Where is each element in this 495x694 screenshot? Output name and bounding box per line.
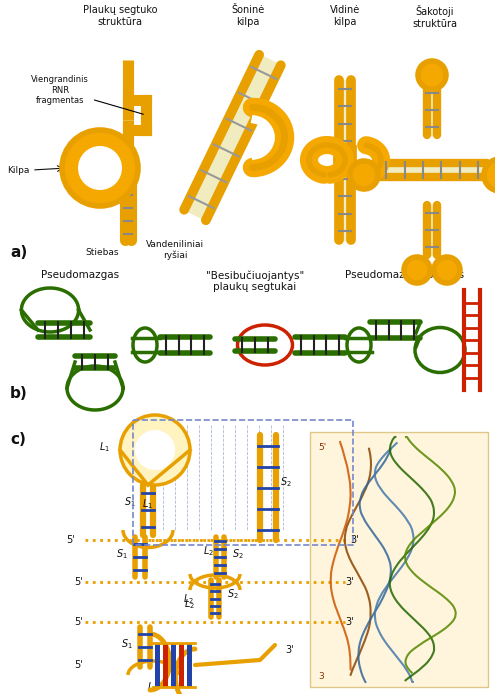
- Circle shape: [418, 61, 446, 89]
- Polygon shape: [377, 163, 432, 176]
- Bar: [171, 643, 176, 687]
- Text: 3': 3': [285, 645, 294, 655]
- Circle shape: [135, 430, 175, 470]
- Text: Vandeniliniai
ryšiai: Vandeniliniai ryšiai: [146, 240, 204, 260]
- Text: $L_2$: $L_2$: [184, 597, 195, 611]
- Polygon shape: [184, 55, 281, 220]
- Text: b): b): [10, 386, 28, 401]
- Polygon shape: [122, 162, 128, 164]
- Text: Kilpa: Kilpa: [7, 165, 30, 174]
- Text: $L_1$: $L_1$: [99, 440, 110, 454]
- Text: 3': 3': [345, 617, 353, 627]
- Text: $L_2$: $L_2$: [183, 592, 194, 606]
- Polygon shape: [427, 205, 437, 255]
- Polygon shape: [125, 175, 131, 240]
- Text: $S_1$: $S_1$: [124, 495, 136, 509]
- Text: $S_{1}$: $S_{1}$: [121, 637, 133, 651]
- Text: $S_2$: $S_2$: [280, 475, 292, 489]
- Polygon shape: [340, 170, 350, 240]
- Bar: [155, 643, 160, 687]
- Text: a): a): [10, 245, 27, 260]
- Text: $S_1$: $S_1$: [116, 547, 128, 561]
- Text: Pseudomazgas: Pseudomazgas: [41, 270, 119, 280]
- Text: $S_2$: $S_2$: [232, 547, 244, 561]
- Circle shape: [78, 146, 122, 190]
- Text: Plaukų segtuko
struktūra: Plaukų segtuko struktūra: [83, 5, 157, 26]
- Text: Viengrandinis
RNR
fragmentas: Viengrandinis RNR fragmentas: [31, 75, 144, 115]
- Text: Šoninė
kilpa: Šoninė kilpa: [231, 5, 265, 26]
- Circle shape: [350, 161, 378, 189]
- Text: $L_1$: $L_1$: [143, 497, 153, 511]
- Polygon shape: [427, 85, 437, 135]
- Text: Šakotoji
struktūra: Šakotoji struktūra: [412, 5, 457, 28]
- Text: Pseudomazgas-pupsas: Pseudomazgas-pupsas: [346, 270, 465, 280]
- Polygon shape: [340, 80, 350, 150]
- Polygon shape: [432, 163, 487, 176]
- Text: 3': 3': [350, 535, 358, 545]
- Text: 5': 5': [74, 617, 83, 627]
- Circle shape: [62, 130, 138, 206]
- Bar: [187, 643, 192, 687]
- Text: $L_2$: $L_2$: [202, 544, 213, 558]
- Text: $S_2$: $S_2$: [227, 587, 239, 601]
- Text: Vidinė
kilpa: Vidinė kilpa: [330, 5, 360, 26]
- Text: Stiebas: Stiebas: [85, 248, 119, 257]
- Circle shape: [120, 415, 190, 485]
- Text: 5': 5': [74, 577, 83, 587]
- Circle shape: [484, 159, 495, 191]
- Circle shape: [434, 257, 460, 283]
- Bar: [179, 643, 184, 687]
- FancyBboxPatch shape: [310, 432, 488, 687]
- Text: 5': 5': [66, 535, 75, 545]
- Text: 3: 3: [318, 672, 324, 681]
- Bar: [163, 643, 168, 687]
- Text: "Besibučiuojantys"
plaukų segtukai: "Besibučiuojantys" plaukų segtukai: [206, 270, 304, 292]
- Text: c): c): [10, 432, 26, 447]
- Text: 3': 3': [345, 577, 353, 587]
- Text: 5': 5': [74, 660, 83, 670]
- Circle shape: [404, 257, 430, 283]
- Text: 5': 5': [318, 443, 326, 452]
- Text: $L_1$: $L_1$: [148, 680, 158, 694]
